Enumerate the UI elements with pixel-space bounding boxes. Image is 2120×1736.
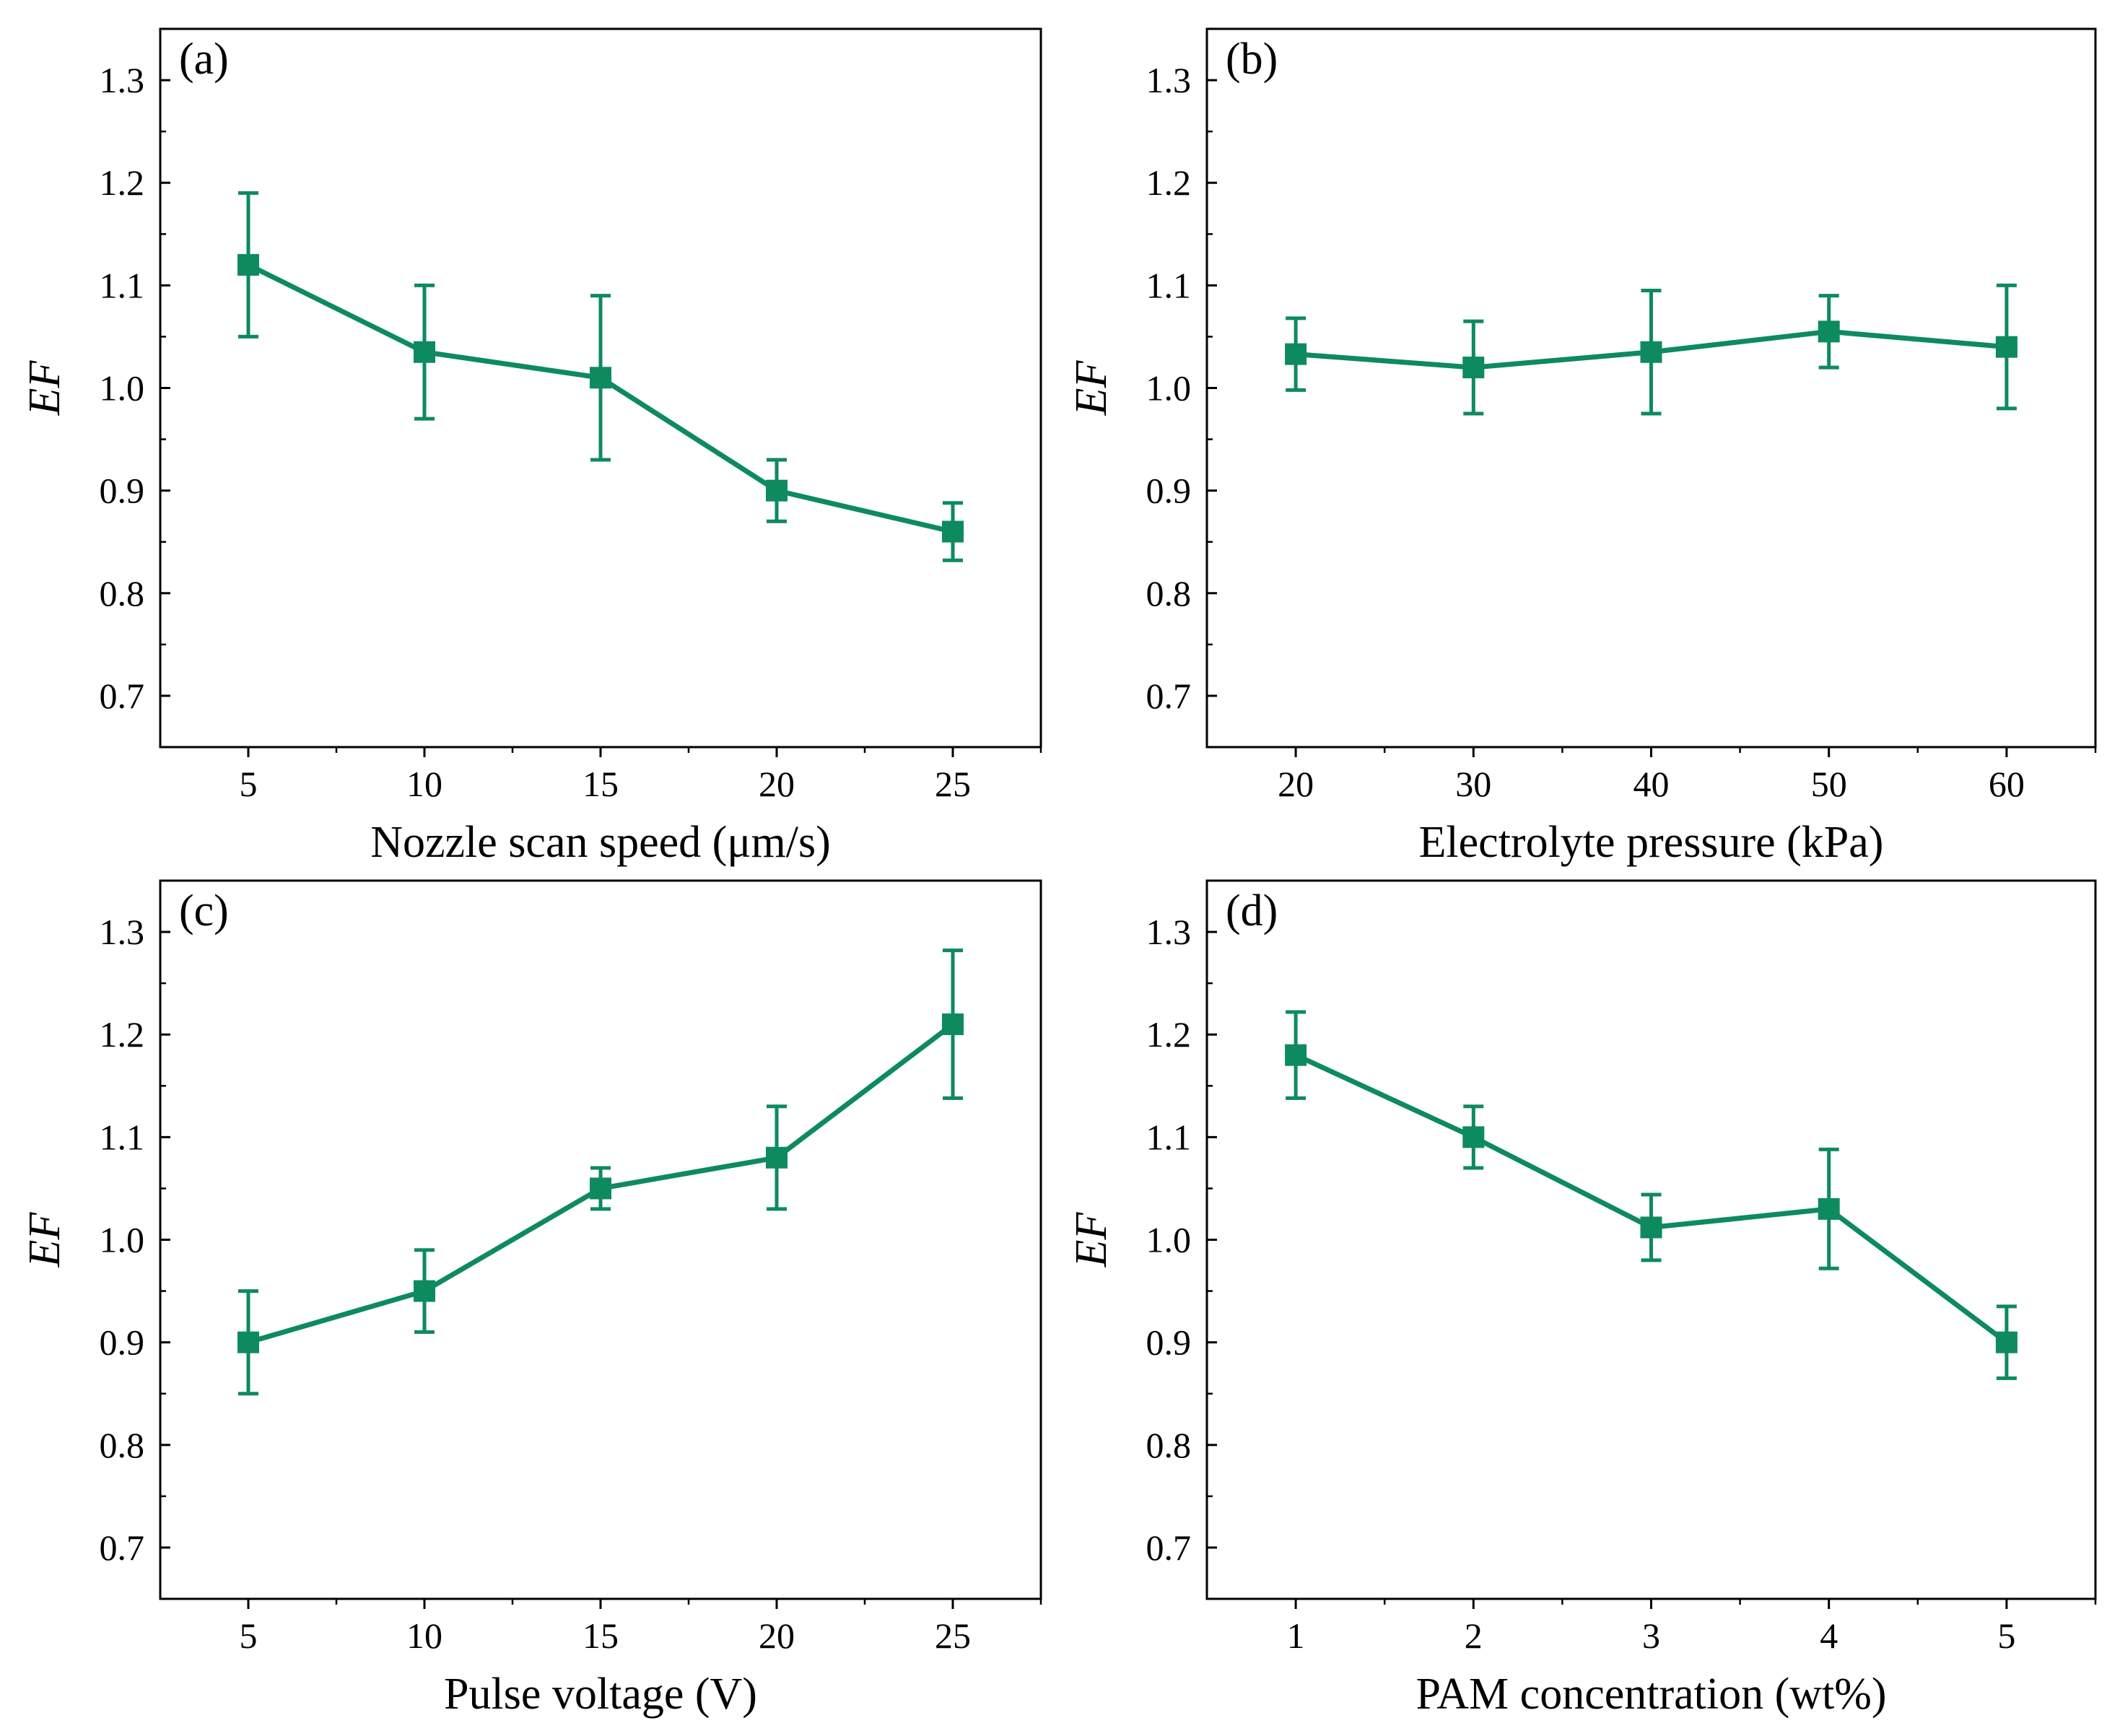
x-tick-label: 60: [1989, 764, 2025, 804]
y-tick-label: 1.2: [1146, 162, 1192, 203]
y-axis-title: EF: [20, 1212, 69, 1268]
y-tick-label: 1.3: [100, 60, 145, 100]
panel-label: (d): [1226, 886, 1278, 935]
x-tick-label: 10: [406, 764, 442, 804]
data-point-marker: [1285, 343, 1307, 365]
data-point-marker: [414, 1280, 435, 1302]
chart-panel-1: 0.7 0.8 0.9 1.0 1.1 1.2 1.3 5 10 15 20 25 Nozzle sca…: [20, 27, 1042, 867]
data-point-marker: [1818, 320, 1840, 343]
y-tick-label: 1.0: [100, 1220, 145, 1260]
x-tick-label: 25: [935, 1615, 971, 1656]
data-point-marker: [1640, 341, 1662, 363]
data-point-marker: [1818, 1198, 1840, 1220]
data-point-marker: [766, 1146, 788, 1169]
x-tick-label: 15: [583, 1615, 619, 1656]
data-point-marker: [414, 341, 435, 363]
y-tick-label: 0.9: [100, 1322, 145, 1363]
data-point-marker: [590, 1177, 611, 1200]
data-point-marker: [237, 253, 259, 276]
y-tick-label: 0.7: [100, 676, 145, 716]
y-tick-label: 0.8: [1146, 573, 1192, 614]
data-point-marker: [942, 1013, 964, 1035]
y-tick-label: 0.7: [1146, 676, 1192, 716]
data-point-marker: [1462, 357, 1485, 379]
data-point-marker: [1995, 336, 2018, 358]
y-tick-label: 0.8: [100, 1425, 145, 1465]
data-point-marker: [590, 367, 611, 389]
y-tick-label: 0.8: [100, 573, 145, 614]
panel-label: (c): [179, 886, 229, 935]
x-tick-label: 3: [1642, 1615, 1660, 1656]
y-tick-label: 0.9: [1146, 1322, 1192, 1363]
chart-panel-3: 0.7 0.8 0.9 1.0 1.1 1.2 1.3 5 10 15 20 25 Pulse volt…: [20, 879, 1042, 1719]
data-point-marker: [1995, 1331, 2018, 1353]
y-axis-title: EF: [20, 360, 69, 416]
y-tick-label: 1.1: [100, 1117, 145, 1157]
x-tick-label: 4: [1820, 1615, 1838, 1656]
x-tick-label: 40: [1633, 764, 1670, 804]
y-tick-label: 1.3: [1146, 60, 1192, 100]
x-tick-label: 20: [759, 764, 795, 804]
x-axis-title: Pulse voltage (V): [444, 1670, 757, 1719]
data-point-marker: [1462, 1126, 1485, 1148]
data-point-marker: [942, 520, 964, 543]
y-tick-label: 1.0: [1146, 1220, 1192, 1260]
y-tick-label: 1.1: [100, 265, 145, 305]
y-tick-label: 1.0: [1146, 368, 1192, 409]
x-axis-title: Electrolyte pressure (kPa): [1419, 818, 1884, 867]
x-axis-title: PAM concentration (wt%): [1415, 1670, 1886, 1719]
y-tick-label: 0.7: [1146, 1527, 1192, 1568]
y-tick-label: 0.7: [100, 1527, 145, 1568]
x-tick-label: 5: [1997, 1615, 2015, 1656]
chart-panel-4: 0.7 0.8 0.9 1.0 1.1 1.2 1.3 1 2 3 4 5 PAM concentrat…: [1067, 879, 2097, 1719]
data-point-marker: [1640, 1216, 1662, 1239]
y-tick-label: 1.0: [100, 368, 145, 409]
y-tick-label: 1.1: [1146, 1117, 1192, 1157]
y-tick-label: 0.8: [1146, 1425, 1192, 1465]
panel-label: (a): [179, 35, 229, 84]
data-point-marker: [766, 479, 788, 502]
y-tick-label: 1.1: [1146, 265, 1192, 305]
y-tick-label: 0.9: [100, 471, 145, 511]
x-tick-label: 1: [1287, 1615, 1305, 1656]
y-tick-label: 1.2: [100, 1014, 145, 1055]
x-tick-label: 25: [935, 764, 971, 804]
x-tick-label: 20: [759, 1615, 795, 1656]
panel-label: (b): [1226, 35, 1278, 84]
x-tick-label: 30: [1455, 764, 1491, 804]
x-tick-label: 2: [1465, 1615, 1483, 1656]
y-tick-label: 1.3: [1146, 912, 1192, 952]
x-tick-label: 50: [1811, 764, 1847, 804]
y-tick-label: 1.3: [100, 912, 145, 952]
x-tick-label: 15: [583, 764, 619, 804]
y-axis-title: EF: [1067, 360, 1116, 416]
x-tick-label: 20: [1278, 764, 1314, 804]
y-tick-label: 1.2: [1146, 1014, 1192, 1055]
y-tick-label: 0.9: [1146, 471, 1192, 511]
chart-panel-2: 0.7 0.8 0.9 1.0 1.1 1.2 1.3 20 30 40 50 60 Electroly…: [1067, 27, 2097, 867]
x-tick-label: 5: [240, 764, 258, 804]
x-tick-label: 10: [406, 1615, 442, 1656]
x-tick-label: 5: [240, 1615, 258, 1656]
data-point-marker: [1285, 1044, 1307, 1066]
x-axis-title: Nozzle scan speed (μm/s): [370, 818, 831, 867]
data-point-marker: [237, 1331, 259, 1353]
plot-frame: [159, 879, 1042, 1600]
y-axis-title: EF: [1067, 1212, 1116, 1268]
y-tick-label: 1.2: [100, 162, 145, 203]
